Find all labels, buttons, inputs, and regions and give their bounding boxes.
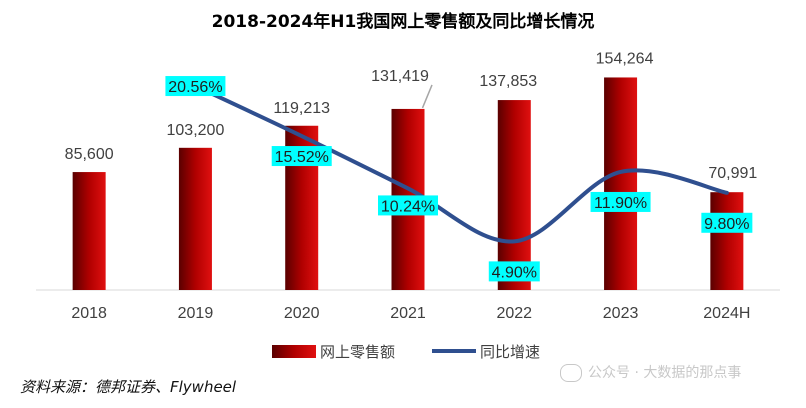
bar-2023: [604, 77, 638, 290]
bar-2018: [72, 172, 106, 290]
bar-value-label-2020: 119,213: [273, 100, 330, 117]
legend-bar-label: 网上零售额: [320, 343, 395, 361]
source-note: 资料来源：德邦证券、Flywheel: [20, 378, 237, 396]
legend: 网上零售额 同比增速: [272, 343, 540, 361]
bar-value-label-2019: 103,200: [167, 122, 225, 139]
bar-value-label-2022: 137,853: [479, 73, 537, 90]
growth-label-bg-2020: [271, 146, 332, 167]
bar-value-label-2018: 85,600: [65, 146, 114, 163]
x-tick-2019: 2019: [178, 305, 214, 322]
bar-value-label-2024H: 70,991: [708, 165, 757, 182]
bar-value-label-2021: 131,419: [371, 68, 429, 85]
bar-2019: [178, 147, 212, 290]
growth-label-2021: 10.24%: [381, 198, 435, 215]
growth-label-2019: 20.56%: [168, 79, 222, 96]
growth-label-bg-2022: [488, 261, 540, 282]
bar-2022: [497, 100, 531, 290]
x-tick-2018: 2018: [71, 305, 107, 322]
legend-line-label: 同比增速: [480, 343, 540, 361]
chart-title: 2018-2024年H1我国网上零售额及同比增长情况: [212, 11, 595, 32]
growth-label-bg-2019: [165, 76, 226, 97]
legend-bar-swatch: [272, 345, 316, 358]
bar-2024H: [710, 192, 744, 290]
x-tick-2020: 2020: [284, 305, 320, 322]
x-tick-2021: 2021: [390, 305, 426, 322]
growth-line: [193, 84, 729, 244]
x-tick-2023: 2023: [603, 305, 639, 322]
growth-label-bg-2024H: [701, 212, 753, 233]
growth-label-2024H: 9.80%: [704, 216, 749, 233]
growth-label-2020: 15.52%: [275, 149, 329, 166]
wechat-icon: [560, 364, 582, 382]
growth-label-2022: 4.90%: [492, 264, 537, 281]
bar-value-label-2023: 154,264: [596, 50, 654, 67]
x-tick-2022: 2022: [496, 305, 532, 322]
watermark-text: 公众号 · 大数据的那点事: [588, 365, 742, 381]
x-tick-2024H: 2024H: [703, 305, 750, 322]
growth-label-bg-2021: [378, 195, 438, 216]
growth-label-bg-2023: [590, 191, 651, 212]
watermark: 公众号 · 大数据的那点事: [560, 362, 741, 382]
growth-label-2023: 11.90%: [594, 195, 647, 212]
leader-line-2021: [421, 84, 433, 109]
